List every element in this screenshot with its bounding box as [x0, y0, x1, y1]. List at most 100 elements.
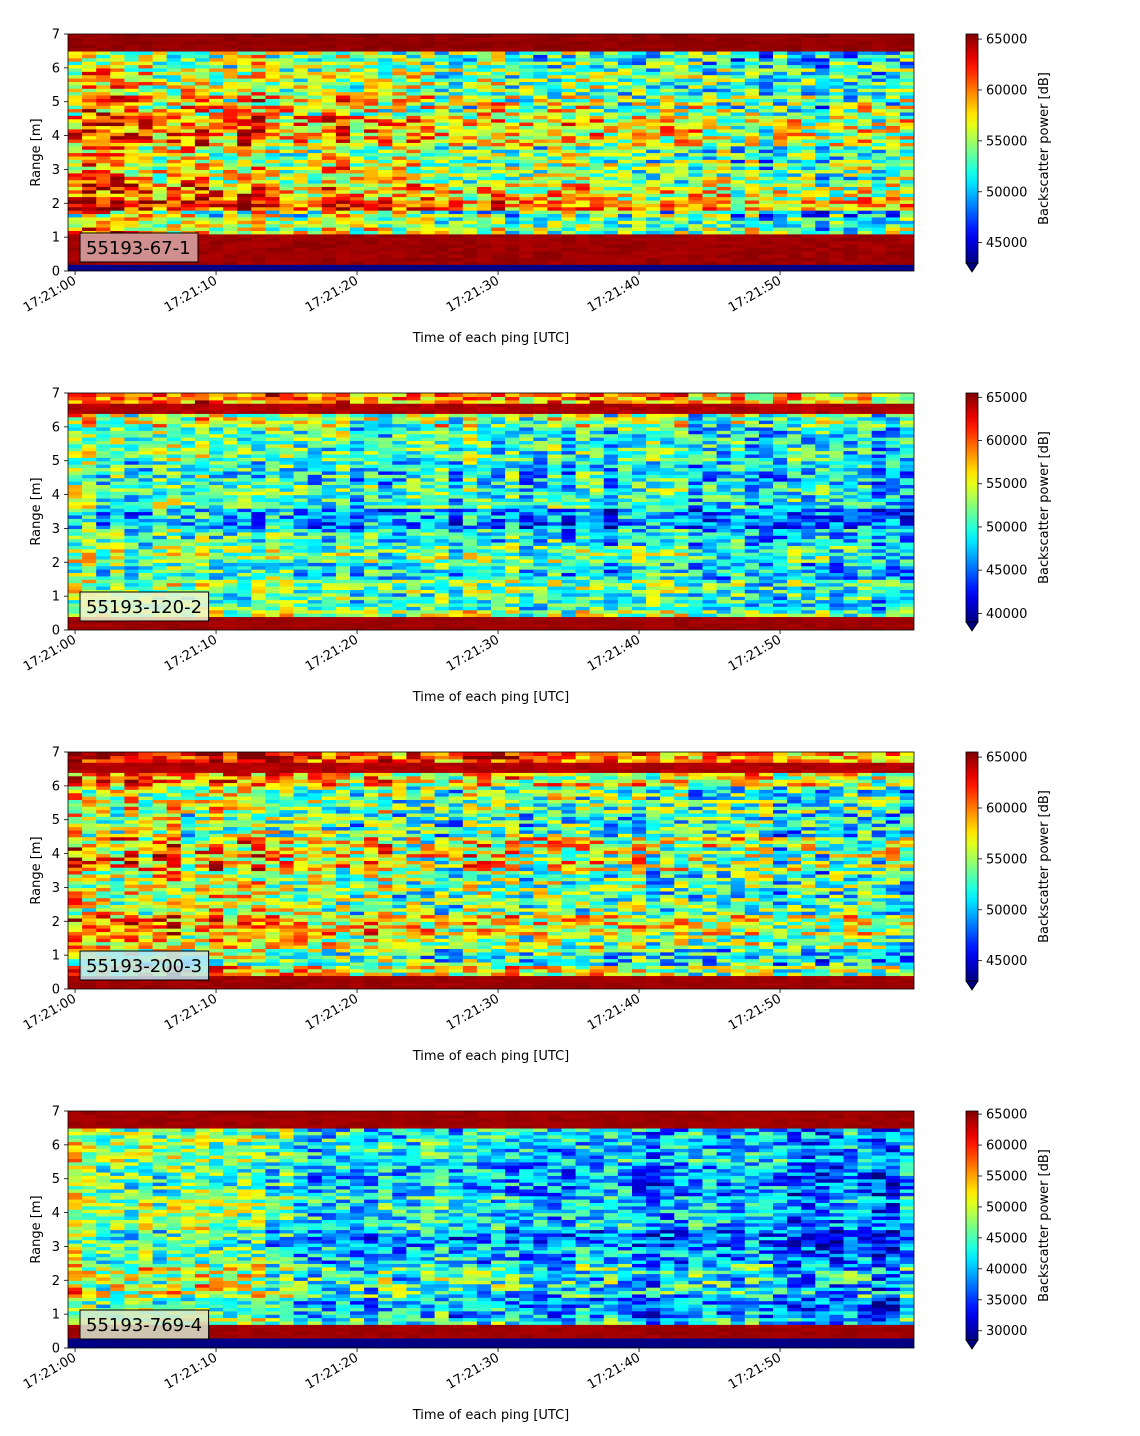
- heatmap-cell: [96, 511, 111, 516]
- heatmap-cell: [293, 128, 309, 133]
- heatmap-cell: [420, 57, 436, 62]
- heatmap-cell: [237, 189, 252, 194]
- heatmap-cell: [491, 91, 506, 96]
- heatmap-cell: [871, 122, 887, 127]
- heatmap-cell: [68, 254, 83, 259]
- heatmap-cell: [899, 220, 914, 225]
- heatmap-cell: [632, 101, 647, 106]
- heatmap-cell: [194, 409, 210, 414]
- heatmap-cell: [265, 67, 281, 72]
- heatmap-cell: [476, 64, 492, 69]
- heatmap-cell: [82, 189, 97, 194]
- heatmap-cell: [632, 203, 647, 208]
- heatmap-cell: [209, 40, 224, 45]
- heatmap-cell: [82, 193, 97, 198]
- heatmap-cell: [194, 460, 210, 465]
- heatmap-cell: [335, 125, 351, 130]
- heatmap-cell: [68, 243, 83, 248]
- heatmap-cell: [194, 508, 210, 513]
- heatmap-cell: [462, 196, 478, 201]
- heatmap-cell: [335, 132, 351, 137]
- heatmap-cell: [843, 111, 859, 116]
- heatmap-cell: [744, 250, 760, 255]
- heatmap-cell: [758, 243, 774, 248]
- heatmap-cell: [773, 135, 788, 140]
- heatmap-cell: [124, 525, 140, 530]
- heatmap-cell: [885, 149, 901, 154]
- heatmap-cell: [180, 61, 196, 66]
- heatmap-cell: [209, 162, 224, 167]
- heatmap-cell: [82, 497, 97, 502]
- heatmap-cell: [124, 545, 140, 550]
- heatmap-cell: [744, 240, 760, 245]
- heatmap-cell: [519, 142, 534, 147]
- heatmap-cell: [773, 138, 788, 143]
- heatmap-cell: [194, 50, 210, 55]
- heatmap-cell: [335, 149, 351, 154]
- heatmap-cell: [476, 247, 492, 252]
- heatmap-cell: [871, 78, 887, 82]
- heatmap-cell: [293, 267, 309, 271]
- heatmap-cell: [392, 162, 407, 167]
- heatmap-cell: [223, 125, 238, 130]
- heatmap-cell: [589, 182, 605, 187]
- heatmap-cell: [787, 155, 802, 160]
- heatmap-cell: [843, 101, 859, 106]
- heatmap-cell: [223, 162, 238, 167]
- heatmap-cell: [194, 501, 210, 506]
- heatmap-cell: [575, 240, 591, 245]
- heatmap-cell: [744, 206, 760, 211]
- heatmap-cell: [321, 196, 337, 201]
- heatmap-cell: [406, 240, 422, 245]
- heatmap-cell: [829, 98, 845, 103]
- heatmap-cell: [561, 213, 577, 218]
- heatmap-cell: [335, 172, 351, 177]
- heatmap-cell: [335, 138, 351, 143]
- heatmap-cell: [96, 521, 111, 526]
- heatmap-cell: [138, 626, 154, 630]
- colorbar-gradient: [965, 33, 979, 264]
- heatmap-cell: [801, 182, 816, 187]
- heatmap-cell: [603, 135, 619, 140]
- heatmap-cell: [787, 142, 802, 147]
- heatmap-cell: [279, 71, 295, 76]
- heatmap-cell: [688, 101, 704, 106]
- heatmap-cell: [744, 57, 760, 62]
- heatmap-cell: [138, 179, 154, 184]
- heatmap-cell: [293, 118, 309, 123]
- heatmap-cell: [335, 182, 351, 187]
- heatmap-cell: [829, 240, 845, 245]
- heatmap-cell: [307, 64, 323, 69]
- heatmap-cell: [843, 132, 859, 137]
- heatmap-cell: [773, 37, 788, 42]
- heatmap-cell: [420, 162, 436, 167]
- heatmap-cell: [406, 81, 422, 86]
- heatmap-cell: [857, 71, 873, 76]
- heatmap-cell: [899, 162, 914, 167]
- heatmap-cell: [519, 162, 534, 167]
- heatmap-cell: [617, 230, 633, 235]
- colorbar-tick-label: 65000: [986, 33, 1027, 48]
- heatmap-cell: [519, 34, 534, 38]
- heatmap-cell: [589, 230, 605, 235]
- heatmap-cell: [194, 582, 210, 587]
- heatmap-cell: [152, 47, 168, 52]
- heatmap-cell: [152, 105, 168, 110]
- heatmap-cell: [82, 585, 97, 590]
- heatmap-cell: [660, 122, 675, 127]
- heatmap-cell: [265, 243, 281, 248]
- heatmap-cell: [674, 176, 689, 181]
- heatmap-cell: [547, 210, 563, 215]
- heatmap-cell: [166, 226, 182, 231]
- heatmap-cell: [166, 122, 182, 127]
- heatmap-cell: [209, 182, 224, 187]
- heatmap-cell: [223, 223, 238, 228]
- heatmap-cell: [561, 64, 577, 69]
- heatmap-cell: [434, 111, 450, 116]
- heatmap-cell: [237, 206, 252, 211]
- heatmap-cell: [166, 264, 182, 269]
- heatmap-cell: [787, 81, 802, 86]
- heatmap-cell: [68, 420, 83, 425]
- heatmap-cell: [237, 254, 252, 259]
- heatmap-cell: [209, 247, 224, 252]
